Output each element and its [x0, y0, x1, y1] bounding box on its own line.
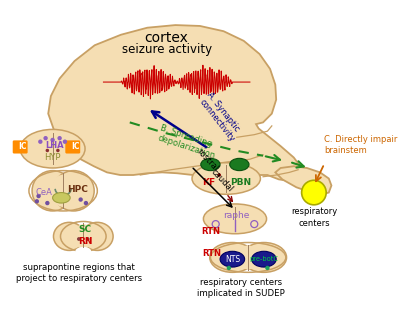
- Text: C. Directly impair
brainstem: C. Directly impair brainstem: [324, 135, 398, 155]
- Ellipse shape: [230, 158, 249, 171]
- Ellipse shape: [82, 222, 113, 251]
- Text: CeA: CeA: [36, 188, 52, 197]
- Ellipse shape: [220, 251, 245, 267]
- Circle shape: [36, 194, 41, 198]
- Ellipse shape: [54, 222, 85, 251]
- Text: HPC: HPC: [67, 185, 88, 194]
- Circle shape: [227, 266, 231, 270]
- Ellipse shape: [51, 175, 75, 207]
- Circle shape: [35, 199, 39, 204]
- Circle shape: [78, 197, 83, 202]
- Text: SC: SC: [78, 225, 92, 234]
- Ellipse shape: [32, 171, 73, 211]
- Polygon shape: [275, 166, 332, 194]
- Text: A. Synaptic
connectivity: A. Synaptic connectivity: [197, 91, 244, 143]
- Text: cortex: cortex: [145, 31, 188, 45]
- Circle shape: [50, 138, 55, 142]
- Text: LHA: LHA: [45, 141, 64, 150]
- Ellipse shape: [241, 243, 286, 272]
- Text: pre-botC: pre-botC: [250, 256, 278, 262]
- Text: NTS: NTS: [225, 255, 240, 264]
- Polygon shape: [48, 25, 302, 181]
- Ellipse shape: [252, 251, 276, 267]
- Text: seizure activity: seizure activity: [122, 44, 212, 57]
- Circle shape: [45, 201, 50, 205]
- FancyBboxPatch shape: [13, 140, 28, 154]
- Ellipse shape: [204, 204, 266, 234]
- Ellipse shape: [20, 129, 85, 168]
- Ellipse shape: [53, 171, 94, 211]
- Ellipse shape: [74, 224, 93, 249]
- Text: respiratory centers
implicated in SUDEP: respiratory centers implicated in SUDEP: [197, 277, 285, 298]
- Text: caudal: caudal: [209, 168, 234, 194]
- Ellipse shape: [236, 245, 260, 269]
- Text: RTN: RTN: [202, 249, 221, 259]
- Text: IC: IC: [71, 142, 80, 151]
- Text: B. Spreading
depolarization: B. Spreading depolarization: [156, 123, 219, 160]
- Text: RTN: RTN: [201, 227, 220, 236]
- Circle shape: [218, 173, 221, 177]
- Circle shape: [84, 201, 88, 205]
- Ellipse shape: [201, 158, 220, 171]
- Circle shape: [302, 180, 326, 205]
- Ellipse shape: [210, 243, 255, 272]
- Ellipse shape: [76, 247, 91, 256]
- Circle shape: [56, 149, 60, 152]
- Text: HYP: HYP: [44, 153, 61, 162]
- Circle shape: [63, 140, 67, 144]
- Ellipse shape: [192, 163, 260, 194]
- Text: suprapontine regions that
project to respiratory centers: suprapontine regions that project to res…: [16, 263, 142, 284]
- Circle shape: [77, 237, 81, 241]
- Text: respiratory
centers: respiratory centers: [291, 207, 337, 228]
- Text: rostral: rostral: [195, 147, 220, 173]
- Text: KF: KF: [202, 178, 215, 188]
- FancyBboxPatch shape: [65, 140, 80, 154]
- Text: raphe: raphe: [224, 211, 250, 220]
- Circle shape: [38, 140, 42, 144]
- Text: RN: RN: [78, 237, 92, 246]
- Text: PBN: PBN: [230, 178, 251, 188]
- Text: IC: IC: [18, 142, 27, 151]
- Ellipse shape: [53, 193, 70, 203]
- Circle shape: [44, 136, 48, 140]
- Circle shape: [86, 237, 90, 241]
- Circle shape: [265, 266, 270, 270]
- Circle shape: [46, 149, 49, 152]
- Circle shape: [58, 136, 62, 140]
